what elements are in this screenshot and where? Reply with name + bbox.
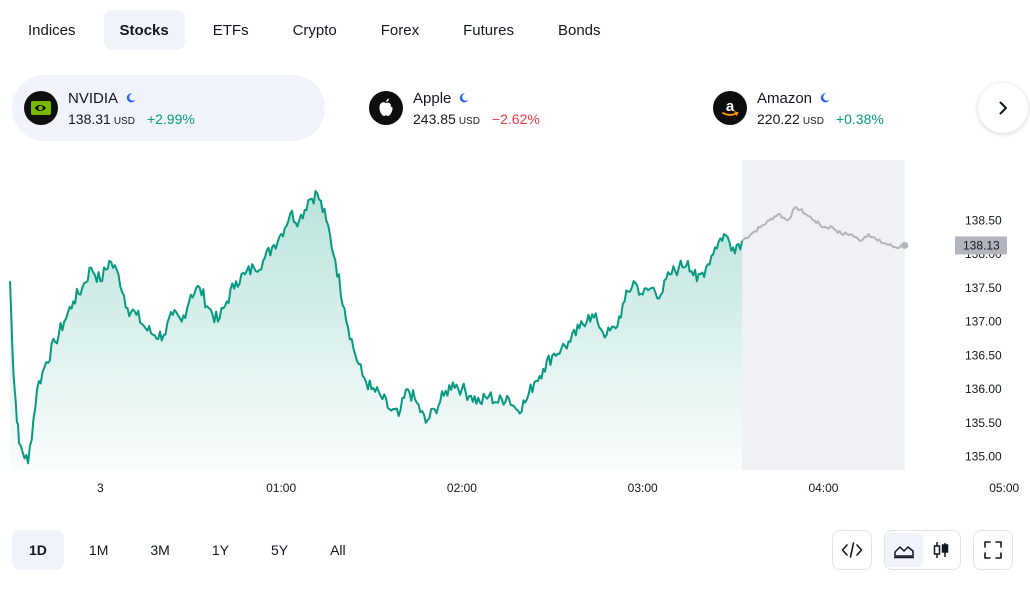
tab-forex[interactable]: Forex bbox=[380, 21, 420, 39]
y-tick-label: 135.50 bbox=[965, 416, 1002, 430]
ticker-change: −2.62% bbox=[491, 110, 540, 127]
y-tick-label: 138.50 bbox=[965, 213, 1002, 227]
tab-crypto[interactable]: Crypto bbox=[292, 21, 337, 39]
tab-bonds[interactable]: Bonds bbox=[557, 21, 601, 39]
range-1d[interactable]: 1D bbox=[12, 530, 64, 570]
ticker-card-amazon[interactable]: a Amazon 220.22 USD +0.38% bbox=[701, 75, 1014, 141]
moon-icon bbox=[460, 93, 469, 103]
ticker-currency: USD bbox=[458, 115, 480, 127]
y-tick-label: 137.00 bbox=[965, 315, 1002, 329]
ticker-name: NVIDIA bbox=[68, 89, 119, 107]
code-embed-icon bbox=[841, 542, 863, 558]
ticker-currency: USD bbox=[113, 115, 135, 127]
range-1y[interactable]: 1Y bbox=[211, 542, 229, 558]
area-style-button[interactable] bbox=[885, 533, 923, 567]
tab-etfs[interactable]: ETFs bbox=[212, 21, 249, 39]
moon-icon bbox=[126, 93, 136, 103]
last-price-dot bbox=[901, 241, 909, 249]
range-1m[interactable]: 1M bbox=[88, 542, 109, 558]
x-tick-label: 05:00 bbox=[989, 481, 1019, 495]
extended-session-line bbox=[741, 206, 906, 249]
ticker-change: +0.38% bbox=[835, 110, 884, 127]
category-tabs: Indices Stocks ETFs Crypto Forex Futures… bbox=[12, 10, 629, 50]
apple-logo-icon bbox=[369, 91, 403, 125]
current-price-label: 138.13 bbox=[963, 238, 1000, 252]
svg-text:a: a bbox=[726, 98, 735, 115]
ticker-price: 138.31 bbox=[68, 110, 111, 127]
x-tick-label: 3 bbox=[97, 481, 104, 495]
ticker-card-apple[interactable]: Apple 243.85 USD −2.62% bbox=[357, 75, 670, 141]
time-range-selector: 1D 1M 3M 1Y 5Y All bbox=[12, 530, 371, 570]
range-all[interactable]: All bbox=[330, 542, 346, 558]
embed-button[interactable] bbox=[832, 530, 872, 570]
tab-futures[interactable]: Futures bbox=[463, 21, 514, 39]
ticker-name: Amazon bbox=[757, 89, 813, 107]
fullscreen-button[interactable] bbox=[973, 530, 1013, 570]
y-tick-label: 136.00 bbox=[965, 382, 1002, 396]
y-tick-label: 136.50 bbox=[965, 348, 1002, 362]
ticker-change: +2.99% bbox=[146, 110, 195, 127]
y-tick-label: 137.50 bbox=[965, 281, 1002, 295]
range-5y[interactable]: 5Y bbox=[270, 542, 289, 558]
price-chart[interactable]: 138.50138.00137.50137.00136.50136.00135.… bbox=[0, 160, 1030, 505]
ticker-currency: USD bbox=[802, 115, 824, 127]
amazon-logo-icon: a bbox=[713, 91, 747, 125]
chart-style-toggle bbox=[884, 530, 961, 570]
ticker-card-nvidia[interactable]: NVIDIA 138.31 USD +2.99% bbox=[12, 75, 325, 141]
ticker-strip: NVIDIA 138.31 USD +2.99% Apple 243.85 bbox=[12, 75, 1030, 141]
ticker-name: Apple bbox=[413, 89, 452, 107]
moon-icon bbox=[820, 93, 830, 103]
range-3m[interactable]: 3M bbox=[150, 542, 170, 558]
extended-hours-background bbox=[742, 160, 905, 470]
tab-indices[interactable]: Indices bbox=[28, 21, 76, 39]
x-tick-label: 04:00 bbox=[808, 481, 838, 495]
x-tick-label: 02:00 bbox=[447, 481, 477, 495]
area-chart-icon bbox=[893, 546, 914, 559]
candlestick-icon bbox=[934, 542, 949, 558]
candle-style-button[interactable] bbox=[923, 533, 961, 567]
tab-stocks[interactable]: Stocks bbox=[103, 10, 185, 50]
y-tick-label: 135.00 bbox=[965, 450, 1002, 464]
ticker-price: 220.22 bbox=[757, 110, 800, 127]
fullscreen-icon bbox=[984, 541, 1002, 559]
next-tickers-button[interactable] bbox=[978, 83, 1028, 133]
x-tick-label: 01:00 bbox=[266, 481, 296, 495]
ticker-price: 243.85 bbox=[413, 110, 456, 127]
x-tick-label: 03:00 bbox=[628, 481, 658, 495]
nvidia-logo-icon bbox=[24, 91, 58, 125]
chevron-right-icon bbox=[999, 101, 1007, 115]
regular-session-line bbox=[9, 190, 744, 465]
current-price-tag bbox=[955, 236, 1007, 255]
regular-session-area bbox=[10, 191, 743, 470]
